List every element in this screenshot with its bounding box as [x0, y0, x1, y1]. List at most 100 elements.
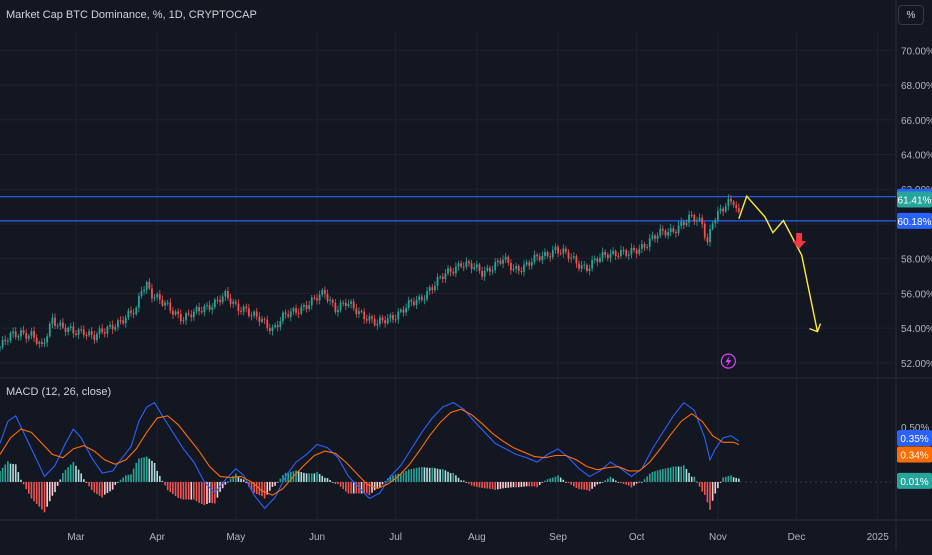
candle-body — [114, 327, 117, 330]
candle — [538, 253, 541, 263]
candle — [297, 308, 300, 319]
candle — [680, 217, 683, 230]
macd-layer — [0, 401, 896, 513]
macd-histogram-bar — [400, 473, 402, 482]
last-price-tag: 61.41% — [898, 195, 932, 206]
candle-body — [413, 301, 415, 305]
candle — [248, 303, 250, 318]
candle — [80, 325, 83, 334]
macd-histogram-bar — [441, 468, 444, 482]
candle-body — [329, 299, 332, 301]
macd-histogram-bar — [630, 481, 633, 488]
candle — [276, 320, 279, 332]
lightning-icon — [725, 356, 732, 368]
candle-body — [352, 301, 355, 309]
candle-body — [727, 198, 730, 207]
candle-body — [237, 303, 240, 311]
macd-histogram-bar — [122, 477, 124, 482]
candle-body — [164, 302, 166, 306]
candle — [114, 323, 117, 332]
macd-histogram-bar — [206, 481, 208, 504]
candle-body — [572, 256, 575, 258]
candle — [198, 302, 201, 316]
macd-histogram-bar — [515, 481, 517, 488]
candle — [72, 321, 75, 338]
candle-body — [405, 307, 407, 313]
time-tick-label: Dec — [788, 532, 806, 543]
candle — [305, 300, 308, 313]
candle-body — [198, 306, 201, 312]
unit-toggle-button[interactable]: % — [898, 5, 924, 25]
candle-body — [452, 271, 455, 274]
macd-histogram-bar — [200, 481, 203, 504]
candle — [289, 307, 292, 322]
macd-histogram-bar — [253, 481, 255, 493]
macd-histogram-bar — [523, 481, 525, 487]
macd-histogram-bar — [662, 468, 664, 482]
candle-body — [213, 299, 216, 308]
macd-histogram-bar — [85, 481, 88, 483]
macd-histogram-bar — [355, 481, 358, 494]
candle-body — [711, 223, 714, 230]
candle-body — [177, 311, 180, 315]
candle-body — [578, 263, 580, 269]
macd-histogram-bar — [329, 480, 331, 482]
candle-body — [606, 255, 609, 259]
macd-histogram-bar — [444, 470, 447, 482]
macd-histogram-bar — [468, 481, 470, 484]
macd-histogram-bar — [436, 468, 439, 482]
macd-histogram-bar — [423, 467, 426, 482]
candle — [253, 310, 256, 319]
macd-histogram-bar — [638, 481, 641, 483]
macd-histogram-bar — [321, 475, 324, 482]
candle-body — [386, 318, 389, 324]
macd-histogram-bar — [730, 475, 732, 482]
candle — [250, 311, 253, 321]
macd-histogram-bar — [62, 473, 64, 482]
candle — [187, 309, 190, 317]
macd-histogram-bar — [287, 472, 289, 482]
candle — [20, 327, 22, 341]
candle — [420, 293, 423, 303]
macd-histogram-bar — [402, 472, 405, 482]
candle — [310, 294, 313, 310]
candle — [481, 266, 483, 280]
candle — [444, 269, 447, 284]
macd-histogram-bar — [669, 467, 672, 482]
macd-histogram-bar — [565, 481, 567, 483]
candle-body — [510, 262, 512, 271]
candle-body — [392, 315, 394, 320]
candle-body — [677, 225, 680, 234]
macd-histogram-bar — [546, 479, 549, 482]
macd-histogram-bar — [371, 481, 373, 493]
candle-body — [172, 310, 174, 315]
time-tick-label: Mar — [67, 532, 85, 543]
macd-histogram-bar — [439, 469, 441, 482]
signal-line — [0, 408, 740, 496]
candle — [536, 252, 538, 261]
macd-histogram-bar — [604, 480, 607, 482]
candle-body — [145, 281, 148, 290]
macd-histogram-bar — [541, 481, 544, 483]
candle-body — [682, 221, 685, 226]
candle — [61, 318, 64, 330]
macd-histogram-bar — [232, 476, 234, 482]
candle-body — [709, 229, 711, 243]
candle-body — [67, 327, 70, 332]
candle-body — [648, 238, 651, 247]
macd-histogram-bar — [717, 481, 719, 489]
candle-body — [457, 263, 460, 267]
labels-layer: 0.50%61.57%61.41%60.18%0.35%0.34%0.01% — [897, 188, 932, 489]
candle-body — [287, 314, 290, 317]
candle-body — [46, 336, 49, 343]
macd-histogram-bar — [379, 481, 381, 488]
macd-histogram-bar — [303, 472, 305, 482]
candle-body — [103, 332, 106, 334]
candle — [17, 333, 20, 341]
macd-histogram-bar — [182, 481, 185, 500]
candle-body — [389, 315, 392, 319]
macd-histogram-bar — [709, 481, 711, 510]
candle — [352, 298, 355, 312]
